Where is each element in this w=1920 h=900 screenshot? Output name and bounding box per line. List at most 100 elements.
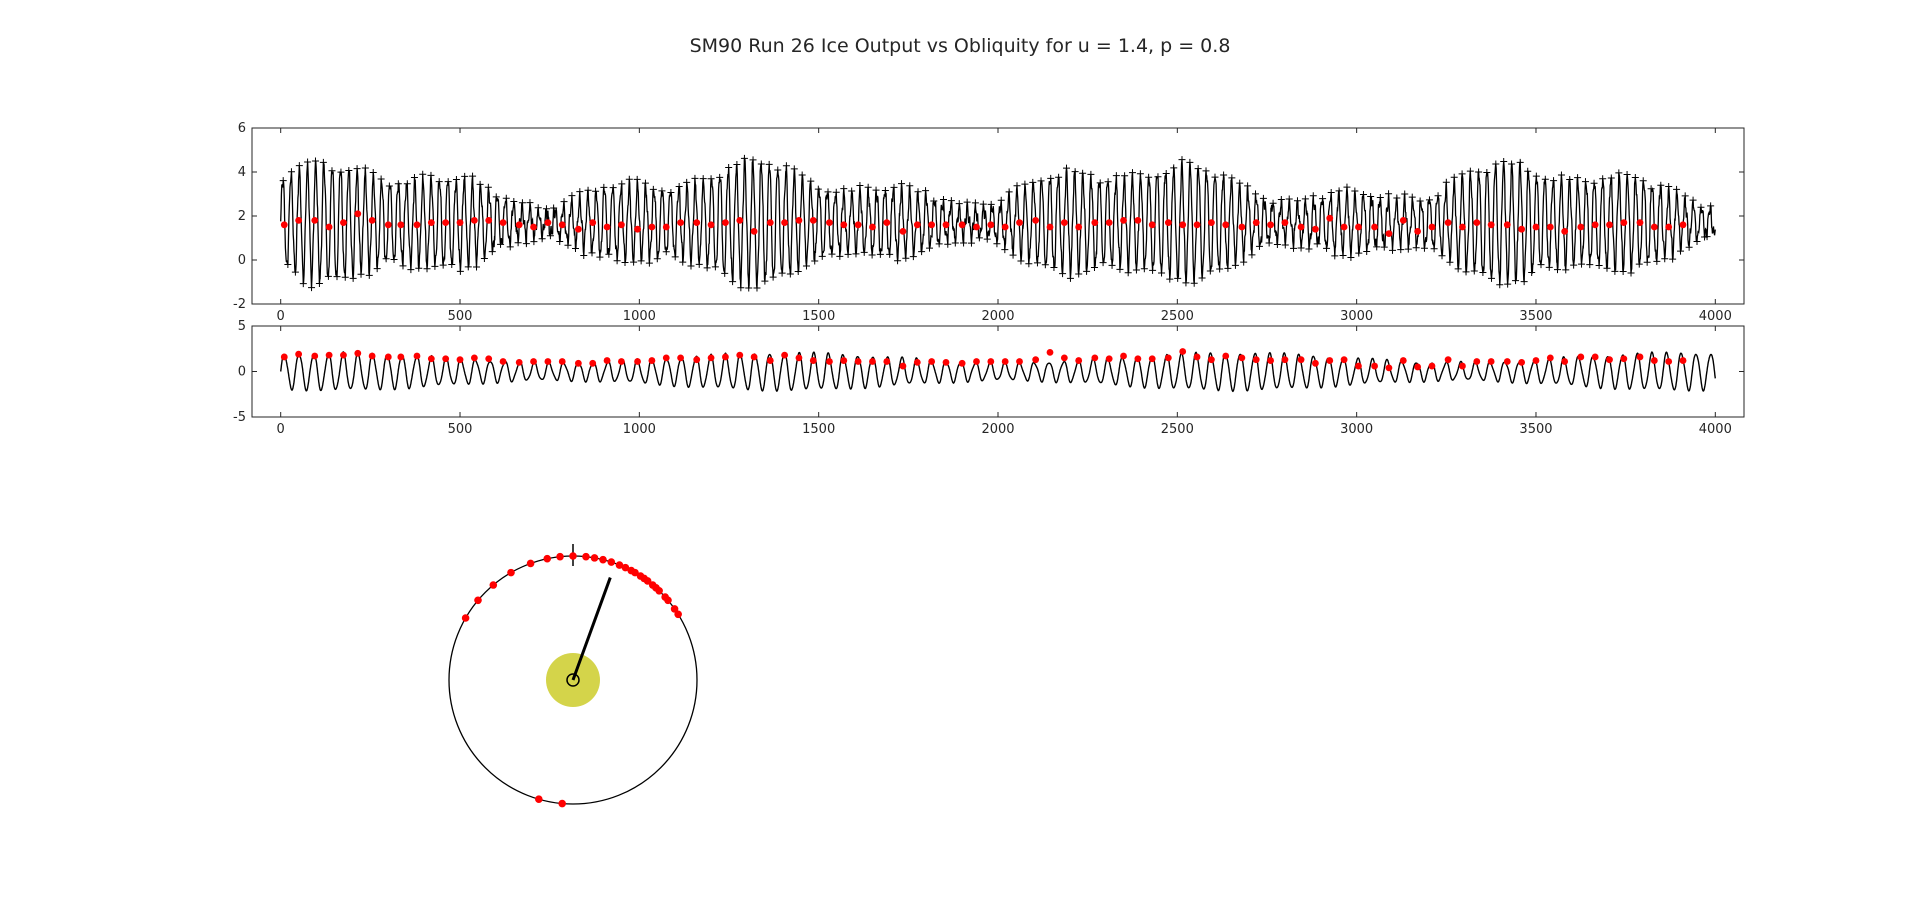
orbit-red-marker — [543, 554, 552, 563]
top-extremum-marker — [1066, 274, 1074, 282]
top-extremum-marker — [1013, 182, 1021, 190]
top-extremum-marker — [1129, 169, 1136, 177]
top-red-marker — [427, 219, 435, 227]
top-extremum-marker — [625, 175, 633, 183]
orbit-red-marker — [615, 561, 624, 569]
middle-red-marker — [1620, 355, 1628, 363]
top-extremum-marker — [1627, 269, 1635, 277]
top-extremum-marker — [304, 158, 312, 166]
top-extremum-marker — [1162, 170, 1170, 178]
middle-red-marker — [603, 357, 611, 364]
middle-red-marker — [456, 356, 464, 364]
top-extremum-marker — [1669, 255, 1677, 263]
top-extremum-marker — [890, 183, 898, 191]
top-red-marker — [942, 221, 950, 229]
orbit-red-marker — [674, 610, 682, 619]
top-extremum-marker — [1590, 179, 1598, 187]
top-extremum-marker — [390, 255, 398, 263]
top-extremum-marker — [568, 192, 576, 200]
top-extremum-marker — [1259, 194, 1267, 202]
top-extremum-marker — [856, 181, 864, 189]
top-extremum-marker — [1140, 265, 1148, 273]
middle-red-marker — [1473, 358, 1481, 365]
top-extremum-marker — [1376, 194, 1384, 202]
top-extremum-marker — [769, 273, 777, 281]
top-extremum-marker — [993, 240, 1001, 248]
top-extremum-marker — [898, 180, 906, 188]
middle-red-marker — [354, 349, 362, 357]
top-extremum-marker — [1619, 267, 1627, 275]
middle-red-marker — [854, 358, 862, 365]
top-red-marker — [840, 221, 848, 229]
top-red-marker — [1326, 214, 1334, 222]
top-extremum-marker — [1643, 258, 1651, 266]
top-red-marker — [1267, 221, 1274, 229]
top-red-marker — [693, 219, 701, 227]
middle-red-marker — [1148, 355, 1156, 363]
top-extremum-marker — [1025, 260, 1033, 268]
top-extremum-marker — [464, 263, 472, 271]
top-red-marker — [795, 217, 803, 224]
middle-red-marker — [515, 359, 523, 366]
top-extremum-marker — [431, 262, 439, 270]
top-extremum-marker — [1458, 170, 1466, 178]
middle-x-tick-label: 2000 — [981, 422, 1014, 437]
orbit-red-marker — [599, 555, 607, 564]
top-red-marker — [340, 219, 347, 227]
top-extremum-marker — [1194, 165, 1202, 173]
top-extremum-marker — [1186, 158, 1194, 166]
orbit-red-marker — [607, 558, 616, 566]
top-extremum-marker — [716, 173, 724, 181]
top-extremum-marker — [1425, 196, 1433, 204]
top-extremum-marker — [1681, 192, 1689, 200]
middle-red-marker — [397, 353, 405, 361]
top-y-tick-label: 2 — [238, 209, 246, 224]
top-extremum-marker — [1285, 195, 1293, 203]
middle-red-marker — [958, 359, 966, 367]
top-red-marker — [603, 223, 611, 231]
top-extremum-marker — [864, 183, 872, 191]
middle-y-tick-label: 0 — [238, 365, 246, 380]
top-extremum-marker — [357, 270, 365, 278]
top-extremum-marker — [811, 257, 819, 265]
top-extremum-marker — [699, 175, 707, 183]
top-y-tick-label: -2 — [233, 297, 246, 312]
top-extremum-marker — [1041, 261, 1049, 269]
top-extremum-marker — [944, 240, 952, 248]
top-y-tick-label: 0 — [238, 253, 246, 268]
top-extremum-marker — [1281, 241, 1289, 249]
top-series — [279, 154, 1716, 292]
top-line — [280, 157, 1716, 289]
top-red-marker — [899, 228, 907, 235]
top-extremum-marker — [1466, 167, 1474, 175]
middle-red-marker — [1459, 362, 1466, 370]
top-extremum-marker — [1071, 168, 1079, 176]
top-extremum-marker — [1313, 240, 1321, 248]
top-extremum-marker — [1116, 265, 1124, 273]
top-extremum-marker — [308, 284, 316, 292]
top-extremum-marker — [373, 265, 381, 273]
middle-red-marker — [413, 352, 421, 360]
middle-red-marker — [1134, 355, 1142, 363]
top-extremum-marker — [319, 158, 327, 166]
top-extremum-marker — [1393, 194, 1401, 202]
top-extremum-marker — [1581, 178, 1589, 186]
top-extremum-marker — [1075, 270, 1083, 278]
top-red-marker — [558, 221, 566, 229]
middle-red-marker — [544, 358, 552, 365]
middle-red-marker — [809, 357, 817, 364]
top-extremum-marker — [1430, 245, 1438, 253]
top-extremum-marker — [419, 170, 427, 178]
top-extremum-marker — [1108, 261, 1116, 269]
top-extremum-marker — [369, 168, 377, 176]
top-extremum-marker — [377, 175, 385, 183]
top-extremum-marker — [1273, 241, 1281, 249]
top-extremum-marker — [1265, 239, 1273, 247]
top-red-marker — [485, 217, 493, 224]
top-extremum-marker — [1397, 246, 1405, 254]
middle-red-marker — [942, 359, 950, 366]
top-extremum-marker — [782, 162, 790, 170]
top-red-marker — [311, 217, 319, 224]
top-red-marker — [1312, 225, 1319, 233]
top-extremum-marker — [1240, 258, 1248, 266]
